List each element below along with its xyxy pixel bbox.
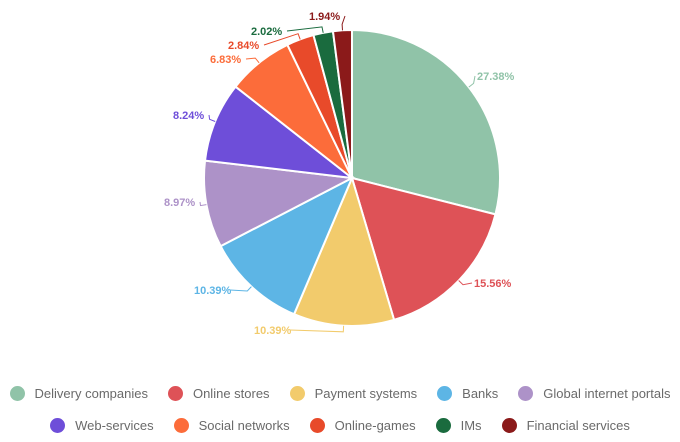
legend-label: Payment systems: [314, 386, 418, 401]
leader-line: [208, 114, 216, 122]
legend-swatch: [309, 418, 325, 433]
leader-line: [286, 26, 324, 33]
legend-label: Social networks: [198, 418, 290, 433]
legend-item[interactable]: Banks: [437, 386, 498, 401]
leader-line: [229, 286, 252, 292]
leader-line: [199, 201, 207, 207]
leader-line: [468, 75, 476, 88]
legend-item[interactable]: Online-games: [309, 418, 416, 433]
slice-label: 10.39%: [194, 285, 232, 297]
legend-item[interactable]: Online stores: [167, 386, 270, 401]
legend-item[interactable]: Web-services: [50, 418, 154, 433]
legend-label: Web-services: [75, 418, 154, 433]
slice-label: 8.97%: [164, 197, 195, 209]
slice-label: 27.38%: [477, 71, 515, 83]
slice-label: 15.56%: [474, 278, 512, 290]
legend-swatch: [518, 386, 534, 401]
legend-swatch: [289, 386, 305, 401]
leader-line: [263, 33, 301, 46]
pie-slice-delivery-companies: [351, 28, 501, 216]
legend-row-1: Delivery companies Online stores Payment s…: [0, 386, 680, 401]
slice-label: 10.39%: [254, 325, 292, 337]
legend-label: Financial services: [526, 418, 630, 433]
legend-item[interactable]: IMs: [435, 418, 482, 433]
slice-label: 2.02%: [251, 26, 282, 38]
legend-swatch: [437, 386, 453, 401]
legend-label: Delivery companies: [34, 386, 148, 401]
legend-item[interactable]: Global internet portals: [518, 386, 670, 401]
slice-label: 6.83%: [210, 54, 241, 66]
legend-swatch: [435, 418, 451, 433]
pie-slice-payment-systems: [292, 175, 396, 327]
slice-label: 2.84%: [228, 40, 259, 52]
slice-label: 1.94%: [309, 11, 340, 23]
slice-label: 8.24%: [173, 110, 204, 122]
legend-swatch: [173, 418, 189, 433]
leader-line: [289, 325, 345, 333]
leader-line: [341, 15, 346, 31]
legend-swatch: [167, 386, 183, 401]
pie-slice-banks: [219, 175, 355, 316]
leader-line: [245, 57, 260, 64]
legend-item[interactable]: Delivery companies: [9, 386, 148, 401]
pie-slice-financial-services: [331, 28, 353, 179]
legend-label: Banks: [462, 386, 499, 401]
pie-slice-global-internet-portals: [203, 159, 356, 248]
legend-item[interactable]: Payment systems: [289, 386, 418, 401]
legend-item[interactable]: Social networks: [173, 418, 290, 433]
legend-label: Online stores: [192, 386, 270, 401]
legend-swatch: [9, 386, 25, 401]
legend-label: Global internet portals: [543, 386, 671, 401]
legend-row-2: Web-services Social networks Online-games I…: [0, 418, 680, 433]
legend-label: Online-games: [334, 418, 416, 433]
legend-item[interactable]: Financial services: [501, 418, 630, 433]
legend-swatch: [50, 418, 66, 433]
legend-swatch: [501, 418, 517, 433]
leader-line: [458, 280, 473, 286]
legend-label: IMs: [460, 418, 482, 433]
